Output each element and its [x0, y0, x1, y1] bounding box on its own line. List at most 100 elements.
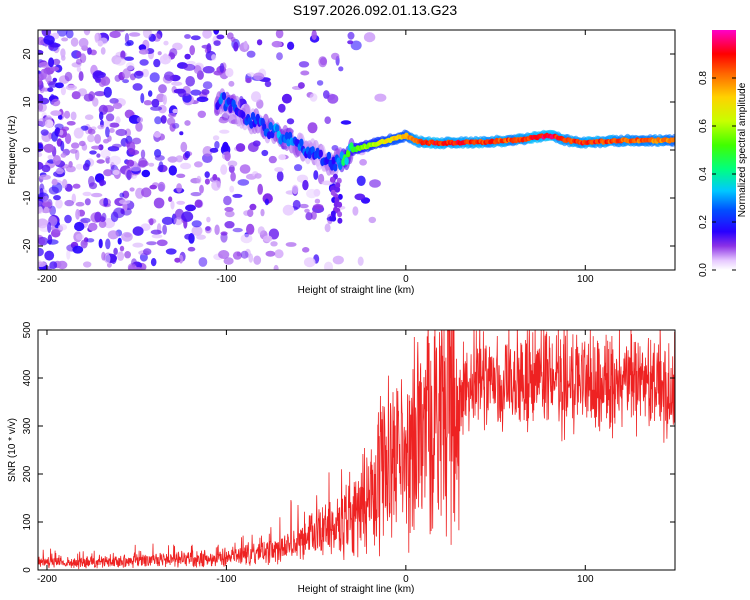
noise-cell: [180, 162, 192, 170]
noise-cell: [285, 242, 297, 247]
noise-cell: [49, 43, 61, 48]
noise-cell: [88, 175, 95, 187]
ridge-cell: [672, 137, 675, 143]
noise-cell: [278, 103, 286, 113]
noise-cell: [161, 216, 174, 225]
noise-cell: [302, 179, 309, 191]
noise-cell: [74, 221, 85, 232]
noise-cell: [196, 234, 206, 240]
noise-cell: [337, 217, 343, 224]
noise-cell: [246, 223, 255, 235]
noise-cell: [72, 183, 81, 189]
noise-cell: [265, 250, 276, 257]
noise-cell: [184, 34, 191, 39]
noise-cell: [196, 175, 202, 184]
noise-cell: [233, 41, 239, 52]
noise-cell: [83, 261, 92, 268]
noise-cell: [61, 178, 68, 189]
noise-cell: [115, 116, 121, 125]
noise-cell: [84, 198, 91, 206]
ridge-cell: [344, 157, 349, 166]
noise-cell: [94, 32, 99, 43]
noise-cell: [89, 150, 97, 155]
noise-cell: [91, 145, 101, 150]
noise-cell: [70, 37, 79, 47]
noise-cell: [190, 35, 201, 41]
noise-cell: [185, 204, 196, 212]
noise-cell: [71, 193, 77, 204]
ridge-cell: [226, 97, 231, 106]
noise-cell: [298, 61, 310, 68]
noise-cell: [168, 112, 177, 118]
noise-cell: [153, 131, 161, 138]
noise-cell: [212, 135, 220, 141]
noise-cell: [94, 211, 102, 223]
noise-cell: [264, 80, 272, 88]
noise-cell: [64, 71, 73, 82]
noise-cell: [52, 58, 61, 66]
noise-cell: [57, 30, 68, 37]
noise-cell: [55, 127, 60, 135]
noise-cell: [287, 41, 295, 50]
noise-cell: [237, 179, 250, 186]
noise-cell: [202, 146, 213, 157]
noise-cell: [321, 180, 334, 186]
noise-cell: [98, 238, 103, 249]
noise-cell: [104, 253, 111, 264]
noise-cell: [223, 257, 234, 265]
noise-cell: [115, 128, 128, 137]
noise-cell: [218, 250, 230, 259]
noise-cell: [274, 249, 284, 259]
noise-cell: [175, 155, 184, 163]
noise-cell: [48, 186, 59, 195]
noise-cell: [202, 30, 212, 39]
chart-title: S197.2026.092.01.13.G23: [292, 2, 458, 18]
y-tick-label: 300: [22, 417, 33, 434]
noise-cell: [50, 66, 60, 72]
noise-cell: [276, 52, 283, 61]
noise-cell: [113, 247, 118, 255]
noise-cell: [220, 164, 228, 175]
noise-cell: [303, 257, 316, 268]
noise-cell: [38, 61, 51, 68]
noise-cell: [94, 71, 106, 79]
noise-cell: [129, 165, 142, 172]
noise-cell: [180, 141, 188, 153]
noise-cell: [176, 173, 186, 178]
noise-cell: [64, 199, 74, 207]
snr-axis-ticks: -200 -100 0 100 0 100 200 300 400 500: [22, 321, 675, 585]
snr-panel: -200 -100 0 100 0 100 200 300 400 500 Height of s…: [7, 321, 676, 595]
noise-cell: [103, 86, 112, 98]
noise-cell: [69, 148, 78, 154]
noise-cell: [76, 51, 82, 58]
noise-cell: [99, 111, 104, 121]
noise-cell: [149, 218, 154, 226]
noise-cell: [96, 153, 101, 158]
noise-cell: [132, 137, 142, 145]
noise-cell: [47, 155, 54, 160]
noise-cell: [151, 234, 163, 239]
noise-cell: [334, 197, 340, 204]
noise-cell: [221, 112, 230, 121]
noise-cell: [138, 49, 149, 55]
noise-cell: [282, 204, 295, 216]
noise-cell: [194, 199, 203, 208]
noise-cell: [220, 232, 228, 243]
noise-cell: [173, 217, 183, 226]
noise-cell: [219, 129, 230, 134]
noise-cell: [171, 81, 183, 86]
noise-cell: [310, 211, 317, 220]
noise-cell: [211, 180, 221, 191]
noise-cell: [38, 261, 46, 267]
noise-cell: [359, 159, 367, 166]
noise-cell: [204, 171, 210, 179]
noise-cell: [157, 51, 162, 56]
noise-cell: [202, 81, 213, 90]
noise-cell: [118, 199, 131, 205]
noise-cell: [80, 217, 91, 223]
x-tick-label: 100: [577, 274, 594, 285]
noise-cell: [232, 227, 243, 233]
noise-cell: [42, 195, 49, 203]
noise-cell: [276, 170, 284, 182]
